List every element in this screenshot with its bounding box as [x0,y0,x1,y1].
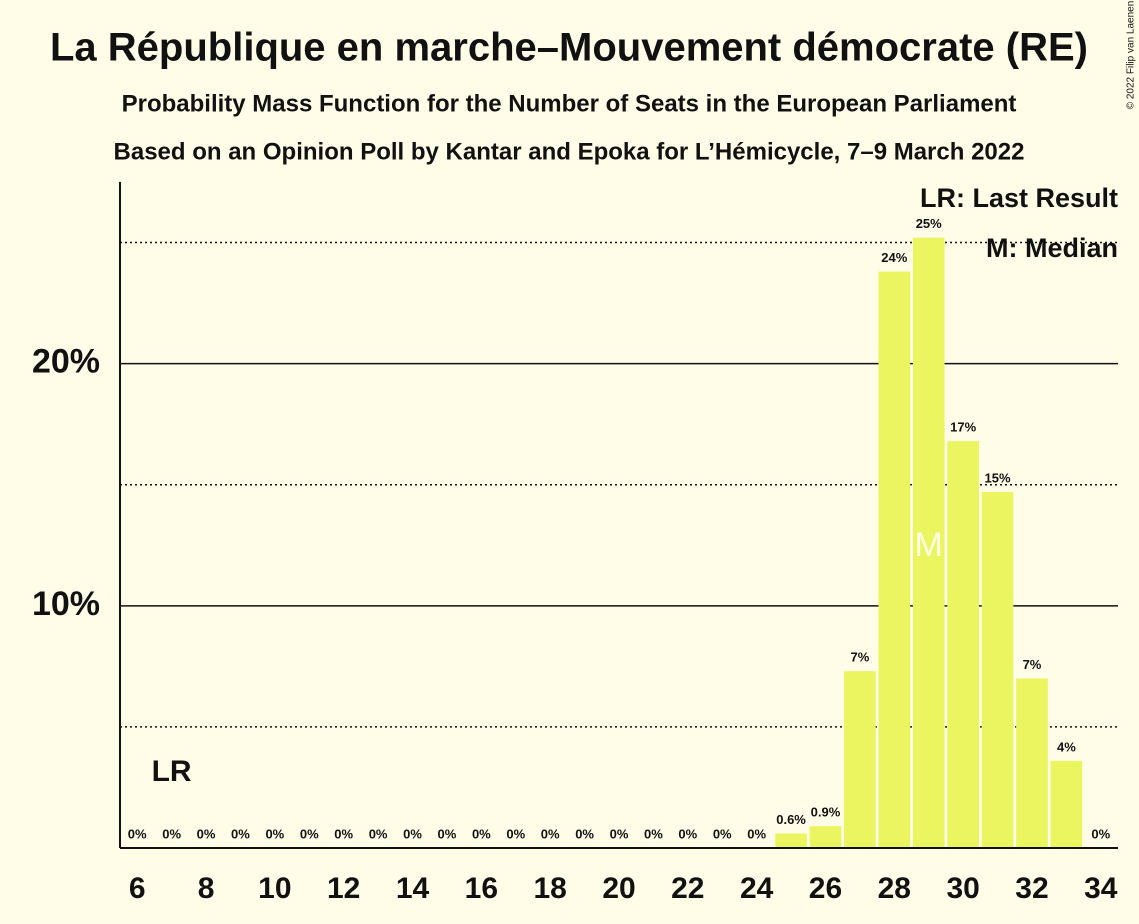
x-tick-label: 20 [602,872,635,905]
x-tick-label: 32 [1015,872,1048,905]
copyright: © 2022 Filip van Laenen [1126,1,1137,110]
x-tick-label: 8 [198,872,215,905]
bar [844,671,876,848]
value-label: 0% [438,826,457,841]
bar [809,826,842,848]
value-label: 0% [300,826,319,841]
value-label: 0% [265,826,284,841]
x-tick-label: 14 [396,872,430,905]
value-label: 0% [678,826,697,841]
x-tick-label: 6 [129,872,146,905]
chart-subtitle: Probability Mass Function for the Number… [122,90,1017,117]
bar [1016,678,1048,848]
chart-caption: Based on an Opinion Poll by Kantar and E… [114,138,1025,165]
legend-entry: LR: Last Result [920,183,1118,213]
bar [912,237,945,849]
value-label: 0.9% [811,805,841,820]
value-label: 0% [713,826,732,841]
value-label: 0% [369,826,388,841]
x-tick-label: 28 [878,872,911,905]
last-result-label: LR [152,755,192,788]
x-tick-label: 10 [258,872,291,905]
legend-entry: M: Median [986,233,1118,263]
x-tick-label: 18 [533,872,566,905]
chart-title: La République en marche–Mouvement démocr… [50,26,1088,70]
value-label: 0% [541,826,560,841]
value-label: 0% [644,826,663,841]
bar [981,491,1014,848]
value-label: 0% [747,826,766,841]
value-label: 0% [128,826,147,841]
bar [1050,760,1083,848]
value-label: 0% [472,826,491,841]
value-label: 7% [1023,657,1042,672]
value-label: 0.6% [776,812,806,827]
value-label: 0% [197,826,216,841]
value-label: 17% [950,420,976,435]
y-tick-label: 10% [32,585,100,623]
value-label: 0% [1091,826,1110,841]
value-label: 0% [334,826,353,841]
value-label: 7% [850,650,869,665]
value-label: 0% [506,826,525,841]
value-label: 15% [985,470,1011,485]
x-tick-label: 26 [809,872,842,905]
value-label: 24% [881,250,907,265]
x-tick-label: 24 [740,872,774,905]
bar [947,441,979,848]
value-label: 0% [231,826,250,841]
value-label: 0% [162,826,181,841]
x-tick-label: 16 [465,872,498,905]
x-tick-label: 22 [671,872,704,905]
value-label: 4% [1057,739,1076,754]
x-tick-label: 30 [946,872,979,905]
y-tick-label: 20% [32,343,100,381]
bar [775,833,807,848]
bar [878,271,911,848]
value-label: 0% [403,826,422,841]
x-tick-label: 34 [1084,872,1118,905]
median-label: M [915,526,943,564]
value-label: 25% [916,216,942,231]
x-tick-label: 12 [327,872,360,905]
value-label: 0% [575,826,594,841]
value-label: 0% [610,826,629,841]
